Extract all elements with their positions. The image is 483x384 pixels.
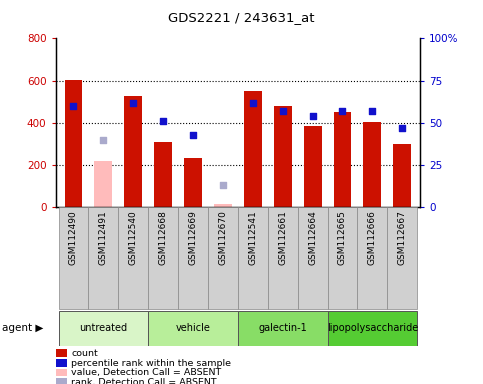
Bar xyxy=(148,207,178,309)
Text: GSM112667: GSM112667 xyxy=(398,210,407,265)
Point xyxy=(159,118,167,124)
Text: count: count xyxy=(71,349,98,358)
Point xyxy=(219,182,227,189)
Point xyxy=(99,137,107,143)
Text: galectin-1: galectin-1 xyxy=(258,323,307,333)
Text: GSM112540: GSM112540 xyxy=(129,210,138,265)
Point xyxy=(309,113,316,119)
Bar xyxy=(238,207,268,309)
Bar xyxy=(393,144,411,207)
Text: GSM112661: GSM112661 xyxy=(278,210,287,265)
Text: untreated: untreated xyxy=(79,323,128,333)
Text: GSM112490: GSM112490 xyxy=(69,210,78,265)
Point xyxy=(70,103,77,109)
Point xyxy=(339,108,346,114)
Bar xyxy=(124,96,142,207)
Text: GSM112541: GSM112541 xyxy=(248,210,257,265)
Bar xyxy=(154,142,172,207)
Text: value, Detection Call = ABSENT: value, Detection Call = ABSENT xyxy=(71,368,222,377)
Bar xyxy=(65,80,83,207)
Bar xyxy=(268,207,298,309)
Bar xyxy=(363,122,382,207)
Bar xyxy=(56,369,67,376)
Bar xyxy=(327,207,357,309)
Bar xyxy=(56,359,67,367)
Bar xyxy=(148,311,238,346)
Text: GSM112670: GSM112670 xyxy=(218,210,227,265)
Point xyxy=(189,132,197,138)
Bar xyxy=(238,311,327,346)
Bar xyxy=(298,207,327,309)
Bar xyxy=(244,91,262,207)
Bar xyxy=(334,112,352,207)
Bar xyxy=(178,207,208,309)
Text: GSM112665: GSM112665 xyxy=(338,210,347,265)
Bar xyxy=(56,349,67,357)
Bar xyxy=(56,379,67,384)
Bar xyxy=(387,207,417,309)
Bar xyxy=(327,311,417,346)
Point xyxy=(369,108,376,114)
Text: percentile rank within the sample: percentile rank within the sample xyxy=(71,359,231,368)
Point xyxy=(249,99,256,106)
Bar xyxy=(88,207,118,309)
Bar xyxy=(184,158,202,207)
Text: lipopolysaccharide: lipopolysaccharide xyxy=(327,323,418,333)
Point xyxy=(129,99,137,106)
Bar xyxy=(58,311,148,346)
Bar xyxy=(58,207,88,309)
Text: GSM112664: GSM112664 xyxy=(308,210,317,265)
Text: agent ▶: agent ▶ xyxy=(2,323,44,333)
Bar xyxy=(94,161,113,207)
Point xyxy=(398,125,406,131)
Bar xyxy=(214,204,232,207)
Point xyxy=(279,108,286,114)
Text: rank, Detection Call = ABSENT: rank, Detection Call = ABSENT xyxy=(71,378,217,384)
Bar xyxy=(208,207,238,309)
Bar xyxy=(357,207,387,309)
Text: vehicle: vehicle xyxy=(176,323,211,333)
Text: GSM112491: GSM112491 xyxy=(99,210,108,265)
Text: GSM112668: GSM112668 xyxy=(158,210,168,265)
Text: GSM112666: GSM112666 xyxy=(368,210,377,265)
Text: GDS2221 / 243631_at: GDS2221 / 243631_at xyxy=(168,12,315,25)
Bar xyxy=(274,106,292,207)
Bar xyxy=(118,207,148,309)
Text: GSM112669: GSM112669 xyxy=(188,210,198,265)
Bar xyxy=(304,126,322,207)
